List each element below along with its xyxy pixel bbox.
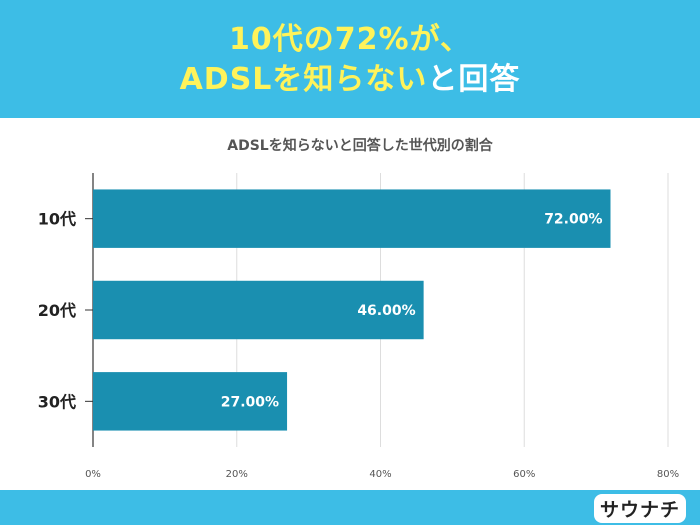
bar bbox=[93, 189, 611, 248]
site-logo: サウナチ bbox=[593, 494, 686, 523]
x-tick-label: 60% bbox=[513, 469, 535, 480]
category-label: 20代 bbox=[38, 301, 76, 320]
x-tick-label: 20% bbox=[226, 469, 248, 480]
x-tick-label: 80% bbox=[657, 469, 679, 480]
bars: 72.00% 46.00% 27.00% bbox=[93, 189, 611, 431]
bar-value-label: 46.00% bbox=[357, 303, 415, 319]
bar bbox=[93, 372, 288, 431]
headline-line-1: 10代の72%が、 bbox=[229, 22, 471, 57]
headline-line-2: ADSLを知らないと回答 bbox=[0, 62, 700, 98]
x-tick-label: 40% bbox=[369, 469, 391, 480]
x-tick-label: 0% bbox=[85, 469, 101, 480]
bar-value-label: 72.00% bbox=[544, 212, 602, 228]
headline-highlight: ADSLを知らない bbox=[179, 62, 428, 97]
category-labels: 10代 20代 30代 bbox=[38, 210, 93, 411]
footer-bar bbox=[0, 490, 700, 525]
header-banner: 10代の72%が、 ADSLを知らないと回答 bbox=[0, 0, 700, 118]
bar-chart: ADSLを知らないと回答した世代別の割合 72.00%46.00%27.00% … bbox=[38, 137, 679, 480]
headline-rest: と回答 bbox=[427, 62, 521, 97]
x-tick-labels: 0% 20% 40% 60% 80% bbox=[85, 469, 679, 480]
chart-title: ADSLを知らないと回答した世代別の割合 bbox=[227, 137, 493, 154]
bar bbox=[93, 280, 424, 340]
bar-value-label: 27.00% bbox=[221, 394, 279, 410]
category-label: 30代 bbox=[38, 392, 76, 411]
category-label: 10代 bbox=[38, 210, 76, 229]
